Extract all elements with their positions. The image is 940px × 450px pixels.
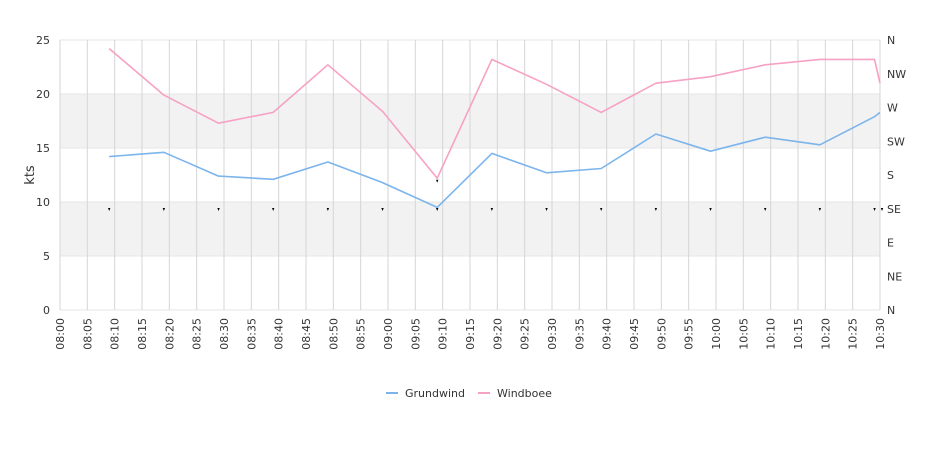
right-axis-tick-label: S xyxy=(887,169,894,182)
x-tick-label: 09:35 xyxy=(573,318,586,350)
direction-marker xyxy=(880,208,884,212)
x-tick-label: 10:25 xyxy=(847,318,860,350)
vertical-gridlines xyxy=(59,40,881,310)
right-axis-tick-label: N xyxy=(887,34,895,47)
x-tick-label: 10:00 xyxy=(710,318,723,350)
x-tick-label: 09:30 xyxy=(546,318,559,350)
direction-marker xyxy=(764,208,767,212)
direction-marker xyxy=(436,208,439,212)
y-axis-label: kts xyxy=(23,165,38,185)
right-axis-ticks: N NE E SE S SW W NW N xyxy=(887,34,906,317)
x-tick-label: 08:55 xyxy=(355,318,368,350)
x-tick-label: 08:05 xyxy=(81,318,94,350)
direction-markers xyxy=(108,179,884,212)
x-tick-label: 08:30 xyxy=(218,318,231,350)
direction-marker xyxy=(217,208,220,212)
direction-marker xyxy=(436,179,439,183)
x-tick-label: 10:15 xyxy=(792,318,805,350)
x-tick-label: 08:40 xyxy=(273,318,286,350)
x-tick-label: 09:00 xyxy=(382,318,395,350)
direction-marker xyxy=(162,208,166,212)
x-tick-label: 10:10 xyxy=(765,318,778,350)
x-tick-label: 10:05 xyxy=(737,318,750,350)
direction-marker xyxy=(490,208,494,212)
series-line xyxy=(108,47,881,179)
x-tick-label: 08:15 xyxy=(136,318,149,350)
y-tick-label: 10 xyxy=(36,196,50,209)
x-tick-label: 09:45 xyxy=(628,318,641,350)
direction-marker xyxy=(272,208,275,212)
x-tick-label: 09:25 xyxy=(519,318,532,350)
legend: Grundwind Windboee xyxy=(386,387,552,400)
series-line xyxy=(109,111,881,209)
y-axis-ticks: 0 5 10 15 20 25 xyxy=(36,34,50,317)
x-tick-label: 09:10 xyxy=(437,318,450,350)
right-axis-tick-label: W xyxy=(887,102,898,115)
x-tick-label: 10:20 xyxy=(819,318,832,350)
x-axis-ticks: 08:00 08:05 08:10 08:15 08:20 08:25 08:30 08:35… xyxy=(54,318,887,350)
x-tick-label: 09:40 xyxy=(601,318,614,350)
y-tick-label: 25 xyxy=(36,34,50,47)
direction-marker xyxy=(108,208,111,212)
legend-label: Windboee xyxy=(497,387,552,400)
right-axis-tick-label: NW xyxy=(887,68,906,81)
x-tick-label: 09:50 xyxy=(655,318,668,350)
x-tick-label: 08:00 xyxy=(54,318,67,350)
right-axis-tick-label: SW xyxy=(887,135,905,148)
direction-marker xyxy=(873,208,876,212)
direction-marker xyxy=(818,208,822,212)
x-tick-label: 08:25 xyxy=(191,318,204,350)
x-tick-label: 09:20 xyxy=(491,318,504,350)
x-tick-label: 08:35 xyxy=(245,318,258,350)
direction-marker xyxy=(709,208,712,212)
x-tick-label: 08:20 xyxy=(163,318,176,350)
x-tick-label: 08:10 xyxy=(109,318,122,350)
right-axis-tick-label: SE xyxy=(887,203,901,216)
right-axis-tick-label: NE xyxy=(887,270,902,283)
direction-marker xyxy=(326,208,330,212)
direction-marker xyxy=(381,208,384,212)
right-axis-tick-label: N xyxy=(887,304,895,317)
legend-label: Grundwind xyxy=(405,387,465,400)
x-tick-label: 08:50 xyxy=(327,318,340,350)
x-tick-label: 09:15 xyxy=(464,318,477,350)
direction-marker xyxy=(654,208,658,212)
series-lines xyxy=(108,47,881,209)
y-tick-label: 20 xyxy=(36,88,50,101)
right-axis-tick-label: E xyxy=(887,237,894,250)
y-tick-label: 0 xyxy=(43,304,50,317)
direction-marker xyxy=(545,208,548,212)
x-tick-label: 08:45 xyxy=(300,318,313,350)
x-tick-label: 09:55 xyxy=(683,318,696,350)
x-tick-label: 09:05 xyxy=(409,318,422,350)
y-tick-label: 5 xyxy=(43,250,50,263)
x-tick-label: 10:30 xyxy=(874,318,887,350)
y-tick-label: 15 xyxy=(36,142,50,155)
direction-marker xyxy=(600,208,603,212)
